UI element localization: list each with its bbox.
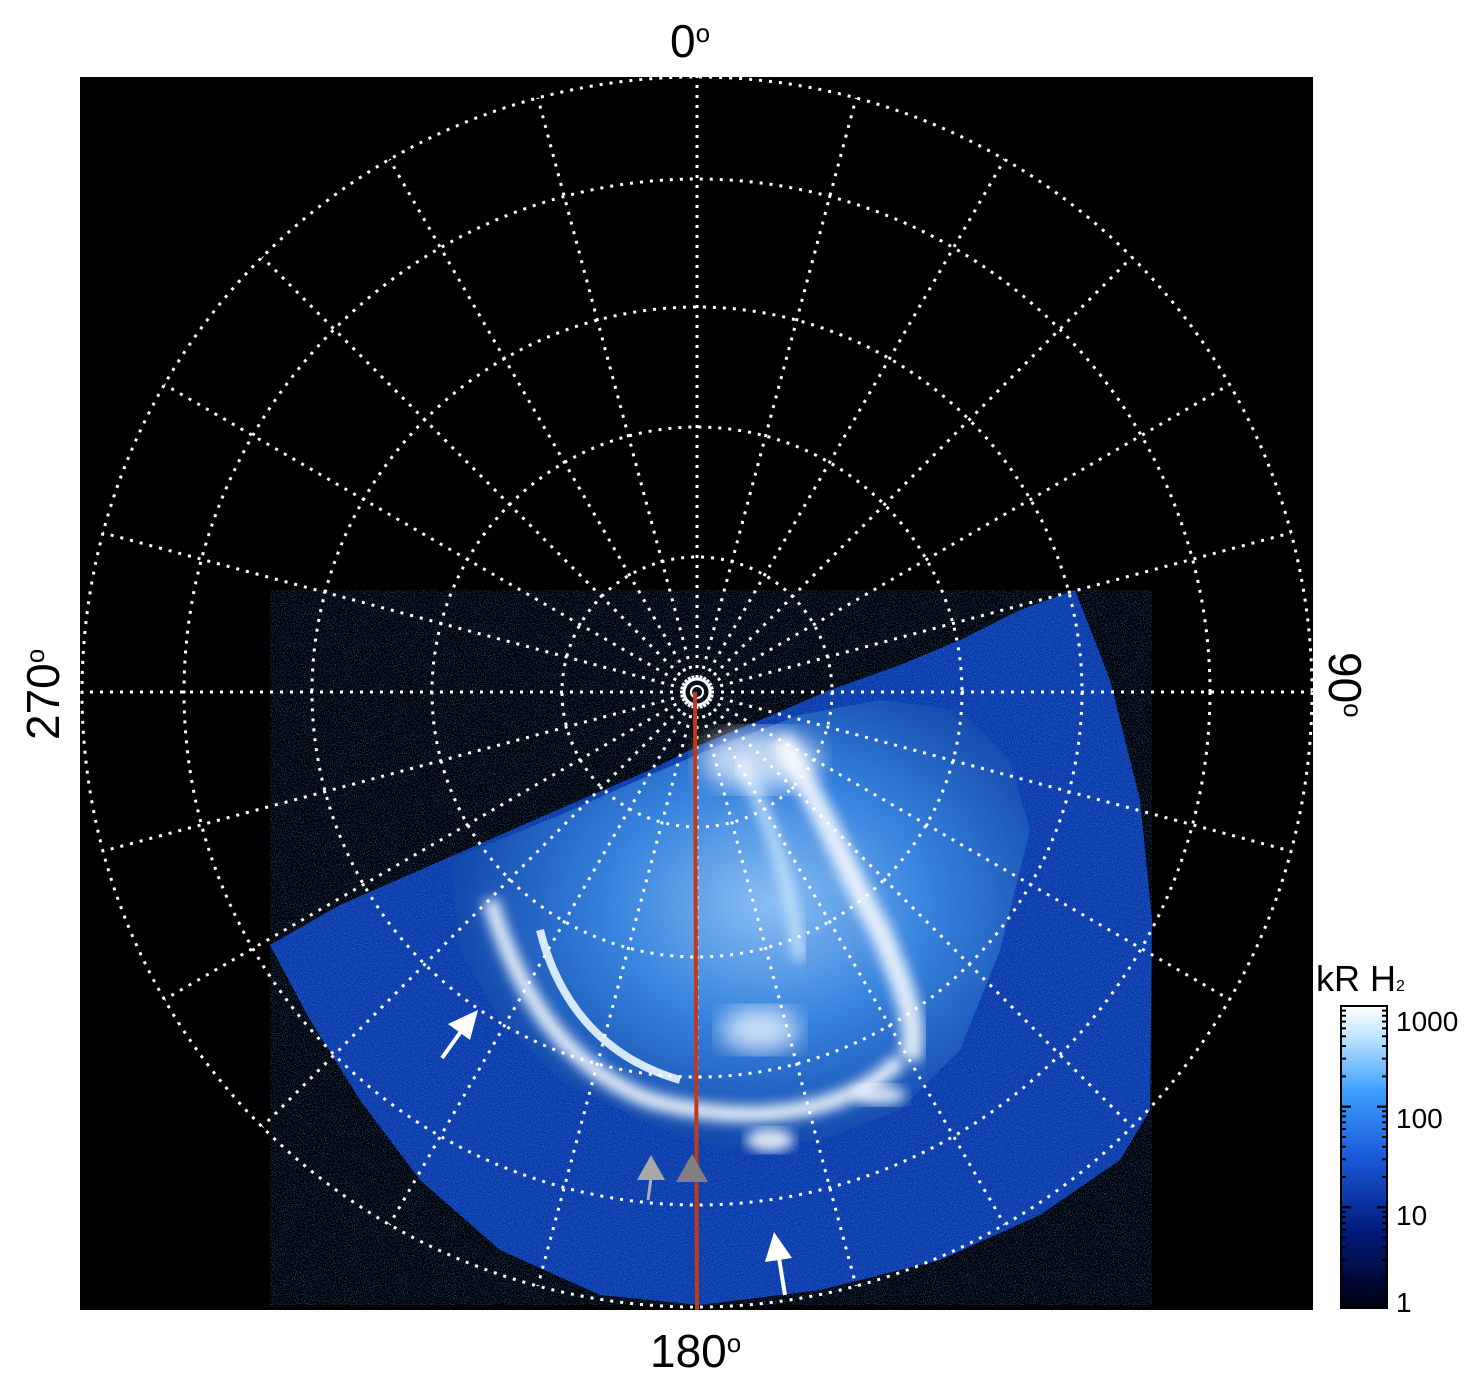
colorbar-tick-label: 10: [1396, 1200, 1428, 1231]
meridian-line: [702, 703, 1006, 1226]
colorbar: [1340, 1005, 1388, 1309]
longitude-label-0: 0o: [670, 15, 711, 67]
latitude-circle: [182, 177, 1212, 1207]
colorbar-tick-label: 1: [1396, 1287, 1412, 1318]
colorbar-tick-label: 100: [1396, 1103, 1443, 1134]
meridian-line: [261, 700, 689, 1128]
meridian-line: [702, 158, 1006, 681]
dark-triangle-marker: [676, 1154, 708, 1182]
meridian-line: [710, 531, 1292, 690]
meridian-line: [705, 700, 1133, 1128]
longitude-label-270: 270o: [17, 648, 69, 740]
aurora-inner-region: [450, 700, 1030, 1150]
meridian-line: [163, 697, 686, 1001]
meridian-lines: [82, 77, 1312, 1307]
longitude-label-180: 180o: [650, 1325, 742, 1377]
meridian-line: [261, 256, 689, 684]
grey-arrow: [637, 1155, 665, 1201]
meridian-line: [536, 97, 695, 679]
meridian-line: [163, 383, 686, 687]
white-arrow-bottom: [765, 1232, 792, 1296]
meridian-line: [705, 256, 1133, 684]
meridian-line: [710, 694, 1292, 853]
meridian-line: [388, 158, 692, 681]
colorbar-tick-label: 1000: [1396, 1006, 1459, 1037]
aurora-arc-dawn: [770, 733, 924, 1063]
meridian-line: [388, 703, 692, 1226]
colorbar-minor-ticks: [1341, 1005, 1387, 1309]
aurora-image: [270, 590, 1152, 1305]
meridian-line: [708, 697, 1231, 1001]
meridian-line: [536, 705, 695, 1287]
meridian-line: [708, 383, 1231, 687]
meridian-line: [102, 694, 684, 853]
white-arrow-left: [440, 1010, 478, 1060]
meridian-line: [699, 97, 858, 679]
aurora-arc-main: [482, 897, 906, 1123]
reference-meridian-line: [693, 691, 699, 1311]
meridian-line: [699, 705, 858, 1287]
longitude-label-90: 90o: [1319, 652, 1371, 718]
colorbar-title: kR H2: [1316, 958, 1405, 999]
meridian-line: [102, 531, 684, 690]
colorbar-gradient: [1340, 1005, 1388, 1309]
